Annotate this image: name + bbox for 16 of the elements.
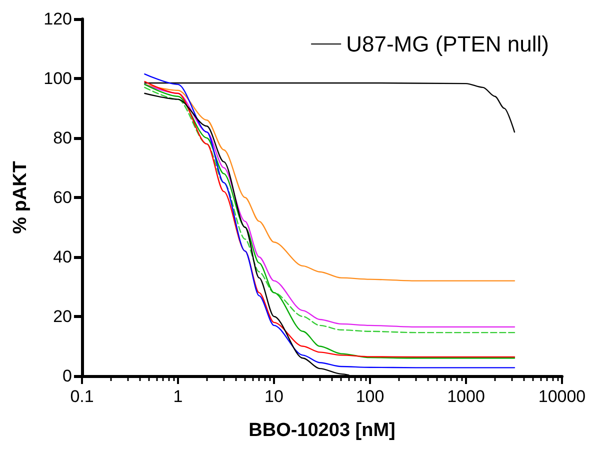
y-tick-label: 60: [53, 188, 72, 207]
y-axis-title: % pAKT: [10, 160, 31, 234]
y-tick-label: 120: [44, 10, 72, 28]
x-tick-label: 1000: [447, 387, 485, 406]
x-tick-label: 100: [356, 387, 384, 406]
x-axis-title: BBO-10203 [nM]: [248, 420, 396, 441]
y-tick-label: 100: [44, 69, 72, 88]
y-tick-label: 80: [53, 128, 72, 148]
x-tick-label: 0.1: [70, 387, 94, 406]
legend-label: U87-MG (PTEN null): [346, 32, 549, 56]
x-tick-label: 10: [264, 387, 284, 406]
x-tick-label: 10000: [538, 387, 586, 406]
y-tick-label: 20: [53, 307, 72, 326]
x-tick-label: 1: [173, 387, 183, 406]
y-tick-label: 0: [62, 366, 72, 386]
y-tick-label: 40: [53, 248, 72, 266]
